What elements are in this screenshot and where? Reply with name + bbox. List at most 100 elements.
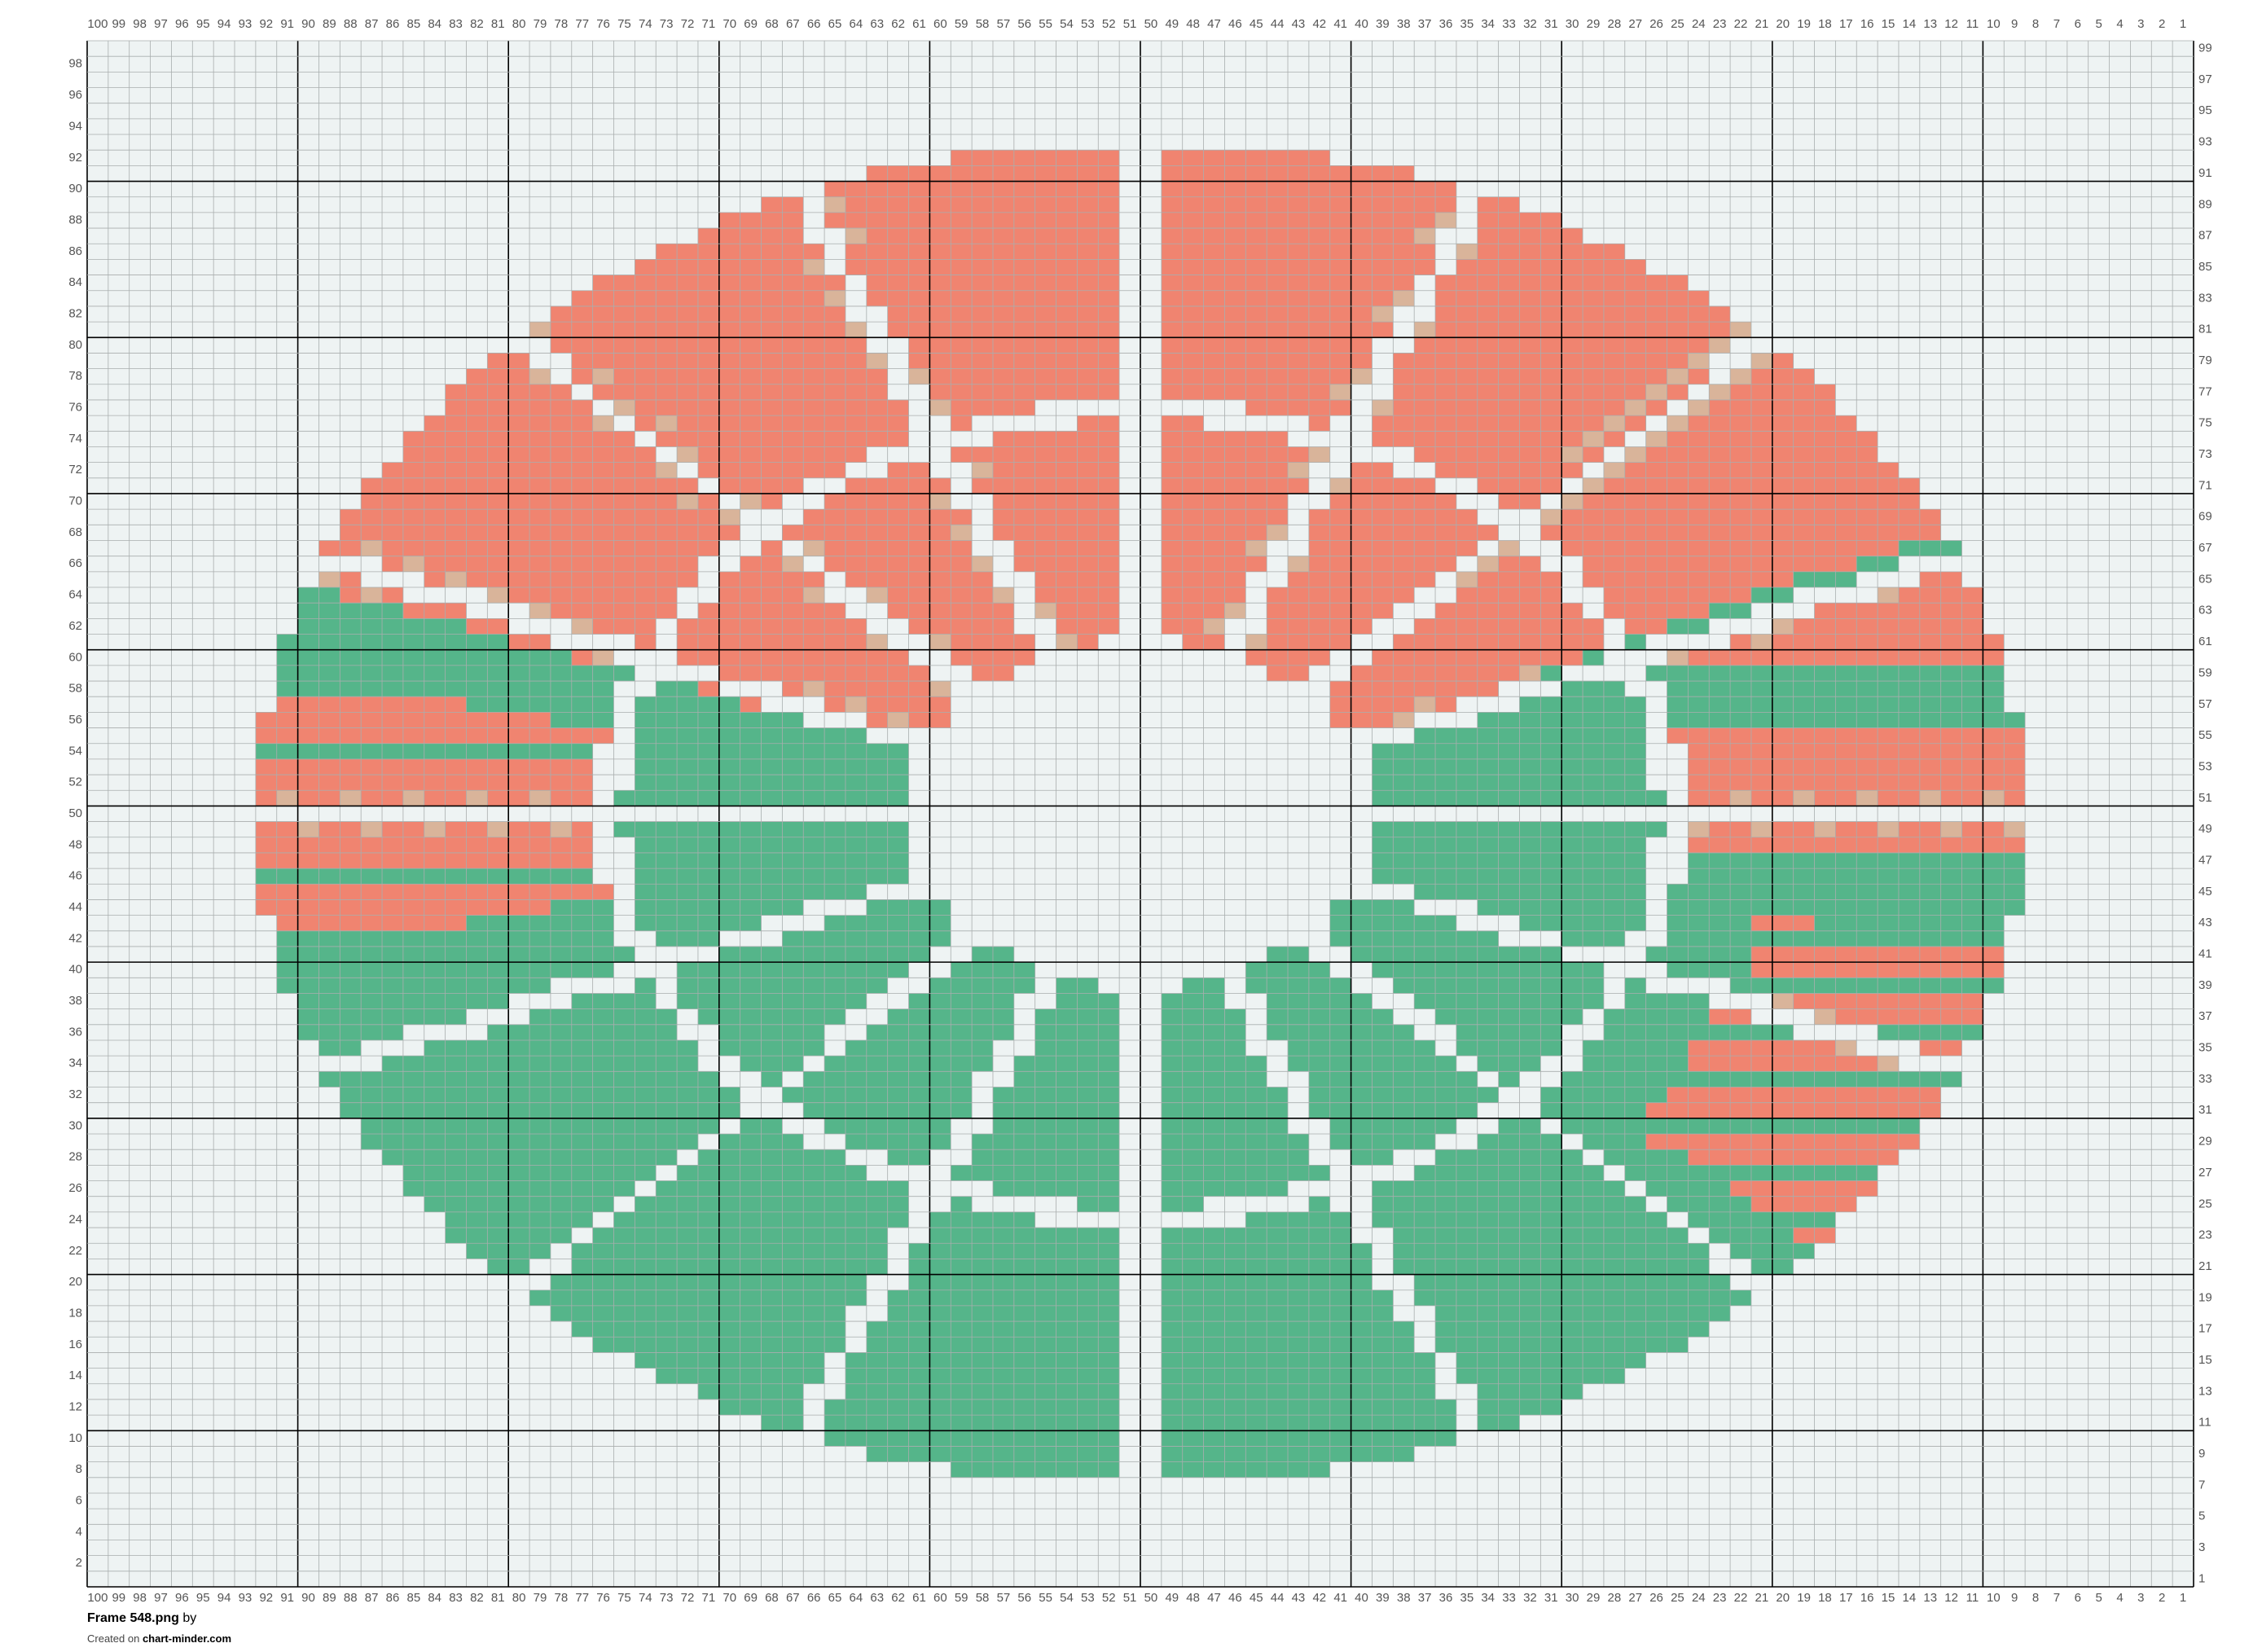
cell [382, 962, 403, 978]
cell [1329, 978, 1351, 994]
cell [1245, 634, 1267, 650]
cell [1583, 244, 1604, 260]
cell [1878, 884, 1899, 900]
cell [1750, 1039, 1772, 1057]
cell [445, 727, 467, 744]
cell [1856, 1118, 1878, 1135]
cell [1940, 618, 1962, 635]
cell [571, 462, 593, 478]
cell [1308, 509, 1330, 525]
cell [1709, 477, 1731, 494]
cell [1940, 852, 1962, 869]
cell [1583, 1118, 1604, 1135]
cell [635, 712, 657, 728]
cell [972, 290, 993, 306]
cell [782, 1290, 804, 1306]
cell [1814, 462, 1836, 478]
cell [1456, 743, 1478, 759]
cell [803, 634, 825, 650]
cell [866, 477, 888, 494]
cell [1203, 540, 1225, 556]
column-label-top: 3 [2137, 17, 2144, 31]
cell [1056, 509, 1078, 525]
cell [845, 1399, 867, 1416]
cell [1561, 1165, 1583, 1181]
cell [1498, 493, 1520, 510]
cell [1435, 1259, 1456, 1275]
cell [1667, 305, 1689, 323]
cell [1161, 259, 1183, 275]
cell [929, 493, 951, 510]
cell [1056, 1149, 1078, 1166]
cell [1414, 384, 1436, 400]
cell [635, 868, 657, 885]
row-label-left: 4 [76, 1525, 82, 1539]
cell [613, 1243, 635, 1259]
cell [635, 353, 657, 369]
cell [1835, 634, 1857, 650]
cell [1856, 477, 1878, 494]
cell [487, 431, 509, 447]
cell [1730, 1008, 1751, 1025]
cell [1477, 353, 1499, 369]
cell [1351, 493, 1373, 510]
cell [908, 571, 930, 588]
cell [908, 1259, 930, 1275]
cell [529, 758, 551, 775]
cell [718, 915, 740, 931]
cell [466, 758, 488, 775]
cell [866, 1228, 888, 1244]
cell [1456, 758, 1478, 775]
cell [1245, 399, 1267, 416]
cell [1898, 915, 1920, 931]
cell [1203, 1399, 1225, 1416]
row-label-right: 17 [2198, 1322, 2212, 1336]
cell [255, 758, 277, 775]
column-label-top: 67 [786, 17, 800, 31]
cell [1351, 540, 1373, 556]
cell [1498, 618, 1520, 635]
cell [382, 1134, 403, 1150]
cell [529, 1024, 551, 1040]
cell [951, 1337, 973, 1353]
cell [487, 509, 509, 525]
cell [1351, 1243, 1373, 1259]
cell [803, 462, 825, 478]
cell [1667, 384, 1689, 400]
cell [866, 275, 888, 291]
cell [276, 821, 298, 837]
cell [1224, 1337, 1246, 1353]
cell [761, 1290, 783, 1306]
cell [445, 1087, 467, 1103]
cell [1034, 322, 1056, 338]
cell [1667, 899, 1689, 916]
cell [1203, 1321, 1225, 1338]
cell [761, 212, 783, 229]
cell [1498, 1228, 1520, 1244]
cell [656, 353, 678, 369]
cell [1477, 712, 1499, 728]
cell [318, 1039, 340, 1057]
cell [1329, 634, 1351, 650]
cell [1583, 1337, 1604, 1353]
column-label-top: 27 [1628, 17, 1642, 31]
cell [1645, 1165, 1667, 1181]
cell [550, 1274, 572, 1290]
cell [571, 758, 593, 775]
cell [1351, 993, 1373, 1009]
cell [592, 1102, 614, 1118]
cell [635, 1196, 657, 1212]
cell [1224, 244, 1246, 260]
cell [1414, 1259, 1436, 1275]
cell [445, 493, 467, 510]
cell [1709, 1008, 1731, 1025]
cell [1308, 384, 1330, 400]
cell [613, 322, 635, 338]
cell [1624, 259, 1646, 275]
cell [1414, 337, 1436, 354]
cell [1750, 556, 1772, 572]
cell [1583, 1102, 1604, 1118]
cell [908, 353, 930, 369]
cell [992, 1087, 1014, 1103]
cell [1329, 228, 1351, 244]
